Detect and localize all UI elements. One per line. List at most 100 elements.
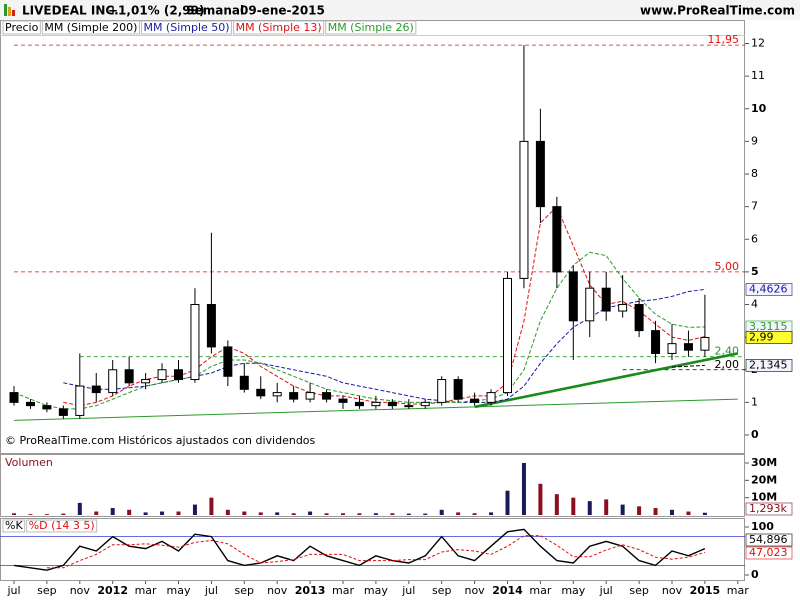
legend-box [41,20,140,35]
candle-body [322,392,332,400]
value-label-box [745,359,793,372]
volume-bar [209,497,214,515]
y-tick-label: 10M [751,491,777,504]
oscillator-line [46,535,706,569]
candle-body [256,388,266,397]
legend-entry: MM (Simple 26) [328,21,414,34]
candle-body [338,398,348,403]
volume-bar [538,483,543,515]
site[interactable]: www.ProRealTime.com [640,4,795,18]
candle-body [223,346,233,377]
volume-bar [176,511,181,515]
candle-body [25,401,35,407]
candle-body [272,392,282,397]
candle-body [141,379,151,384]
x-tick-label: sep [235,584,254,597]
candle-body [503,277,512,394]
legend-box [2,20,41,35]
y-tick-label: 6 [751,232,758,245]
volume-bar [653,508,658,515]
y-tick-label: 9 [751,134,758,147]
candle-body [58,408,68,416]
x-tick-label: jul [6,584,20,597]
candle-body [190,304,200,381]
logo-bar [12,10,15,16]
volume-bar [324,513,329,515]
volume-bar [44,514,49,515]
candle-body [91,385,101,394]
volume-bar [28,514,33,515]
candle-body [535,140,545,208]
candle-body [486,392,496,403]
volume-bar [160,511,165,515]
candle-body [371,401,381,407]
x-tick-label: 2012 [97,584,128,597]
period: Semanal [186,4,244,18]
candle-body [519,140,529,279]
volume-bar [390,513,395,515]
candle-body [9,392,19,403]
candle-body [470,398,480,403]
volume-bar [456,512,461,515]
candle-body [568,271,578,322]
legend-entry: Precio [5,21,39,34]
candle-body [683,343,693,351]
x-tick-label: 2014 [492,584,523,597]
x-tick-label: sep [432,584,451,597]
volume-bar [571,497,576,515]
x-tick-label: 2013 [295,584,326,597]
candle-body [404,405,414,408]
legend-box [26,519,98,533]
date: 09-ene-2015 [240,4,325,18]
oscillator-line [13,528,706,571]
value-label: 54,896 [749,533,788,546]
trendline [13,398,738,421]
legend-entry: %D (14 3 5) [29,519,95,532]
y-tick-label: 30M [751,456,777,469]
candle-body [305,392,315,400]
x-tick-label: mar [727,584,749,597]
x-tick-label: sep [629,584,648,597]
y-tick-label: 10 [751,102,767,115]
y-tick-label: 11 [751,69,765,82]
value-label: 3,3115 [749,320,788,333]
x-tick-label: mar [529,584,551,597]
candle-body [618,304,628,312]
volume-title: Volumen [5,456,53,469]
volume-bar [12,513,16,515]
candle-body [124,369,134,384]
legend-entry: MM (Simple 50) [143,21,229,34]
volume-bar [554,494,559,515]
volume-bar [406,513,411,515]
volume-bar [620,504,625,515]
value-label: 1,293k [749,502,787,515]
x-tick-label: may [167,584,191,597]
value-label: 4,4626 [749,282,788,295]
x-tick-label: jul [204,584,218,597]
y-tick-label: 1 [751,395,758,408]
y-tick-label: 12 [751,37,765,50]
note: © ProRealTime.com Históricos ajustados c… [5,434,316,447]
logo-bar [4,4,7,16]
volume-bar [61,513,66,515]
volume-bar [702,512,707,515]
volume-bar [670,509,674,515]
logo-bar [8,7,11,16]
y-tick-label: 0 [751,568,759,581]
x-tick-label: mar [332,584,354,597]
x-tick-label: jul [401,584,415,597]
volume-bar [587,501,592,515]
x-tick-label: may [364,584,388,597]
volume-bar [94,511,99,515]
candle-body [585,287,595,322]
candle-body [420,401,430,407]
legend-entry: MM (Simple 13) [236,21,322,34]
candle-body [206,304,216,348]
y-tick-label: 7 [751,200,758,213]
x-tick-label: nov [464,584,485,597]
value-label-box [745,533,793,547]
moving-average [671,364,705,368]
y-tick-label: 8 [751,167,758,180]
value-label-box [745,331,793,344]
